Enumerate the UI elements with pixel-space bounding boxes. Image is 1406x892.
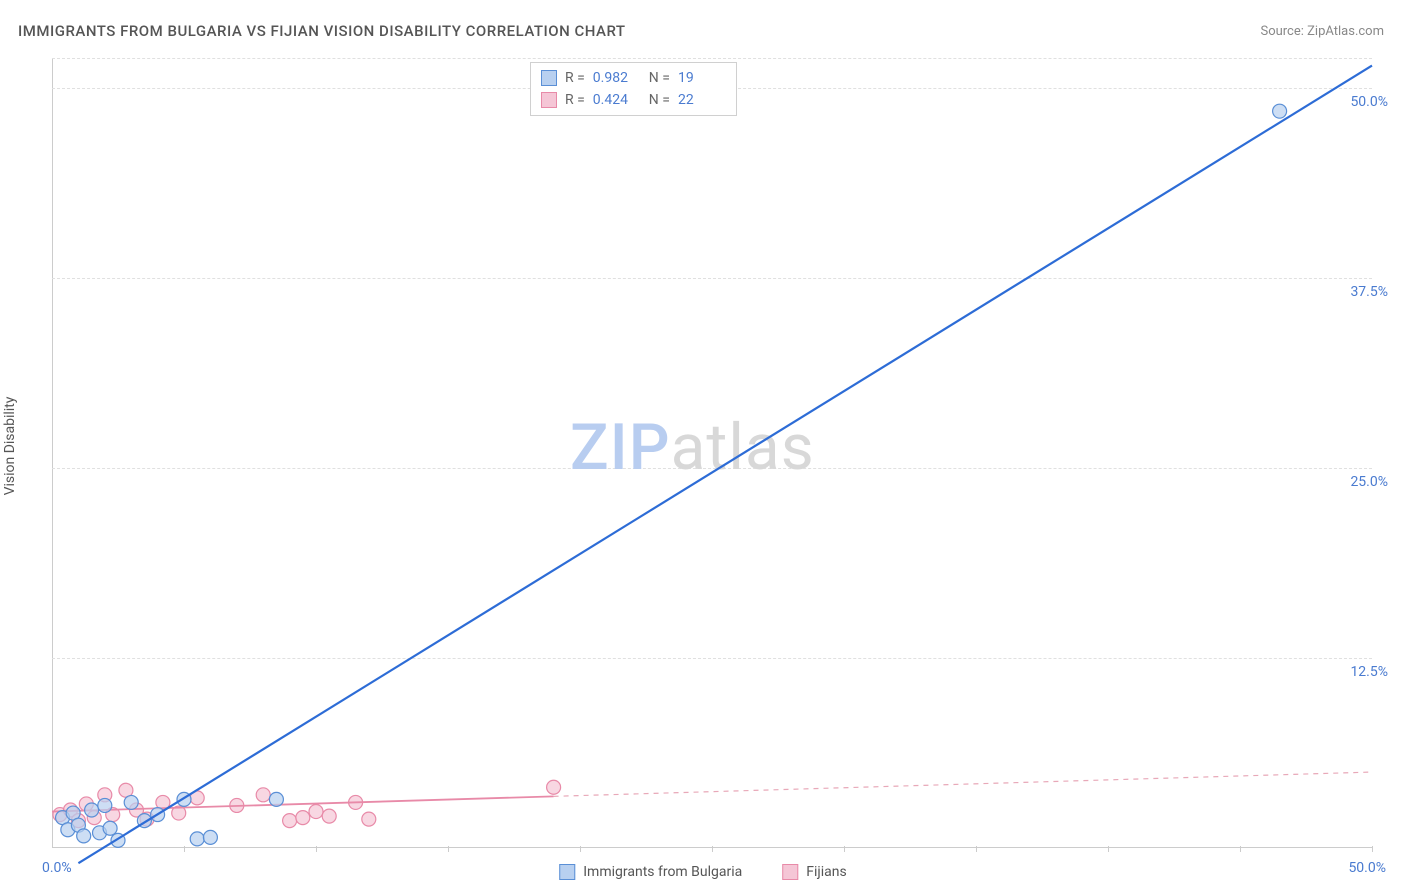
x-origin-label: 0.0%: [42, 860, 72, 876]
data-point: [283, 814, 297, 828]
legend-item-1: Fijians: [782, 864, 846, 880]
n-label: N =: [649, 70, 670, 86]
data-point: [190, 832, 204, 846]
legend-label-1: Fijians: [806, 864, 846, 880]
r-label: R =: [565, 92, 585, 108]
r-label: R =: [565, 70, 585, 86]
data-point: [85, 803, 99, 817]
y-axis-label: Vision Disability: [2, 397, 18, 496]
data-point: [256, 788, 270, 802]
data-point: [547, 780, 561, 794]
data-point: [309, 805, 323, 819]
data-point: [203, 830, 217, 844]
data-point: [1273, 104, 1287, 118]
data-point: [322, 809, 336, 823]
r-value-0: 0.982: [593, 70, 641, 86]
data-point: [362, 812, 376, 826]
data-point: [77, 829, 91, 843]
n-label: N =: [649, 92, 670, 108]
legend-item-0: Immigrants from Bulgaria: [559, 864, 742, 880]
legend-bottom: Immigrants from Bulgaria Fijians: [559, 864, 847, 880]
n-value-1: 22: [678, 92, 726, 108]
n-value-0: 19: [678, 70, 726, 86]
data-point: [296, 811, 310, 825]
chart-title: IMMIGRANTS FROM BULGARIA VS FIJIAN VISIO…: [18, 22, 626, 40]
x-tick: [1372, 846, 1373, 852]
x-end-label: 50.0%: [1348, 860, 1386, 876]
r-value-1: 0.424: [593, 92, 641, 108]
swatch-bottom-1: [782, 864, 798, 880]
trend-line: [78, 66, 1372, 864]
scatter-plot-svg: [52, 58, 1372, 848]
data-point: [124, 795, 138, 809]
source-attribution: Source: ZipAtlas.com: [1260, 24, 1384, 39]
swatch-series-0: [541, 70, 557, 86]
legend-top-stats: R = 0.982 N = 19 R = 0.424 N = 22: [530, 62, 737, 116]
data-point: [98, 798, 112, 812]
swatch-bottom-0: [559, 864, 575, 880]
legend-row-series-1: R = 0.424 N = 22: [541, 89, 726, 111]
legend-label-0: Immigrants from Bulgaria: [583, 864, 742, 880]
legend-row-series-0: R = 0.982 N = 19: [541, 67, 726, 89]
trend-line: [554, 772, 1372, 796]
data-point: [269, 792, 283, 806]
data-point: [103, 821, 117, 835]
swatch-series-1: [541, 92, 557, 108]
